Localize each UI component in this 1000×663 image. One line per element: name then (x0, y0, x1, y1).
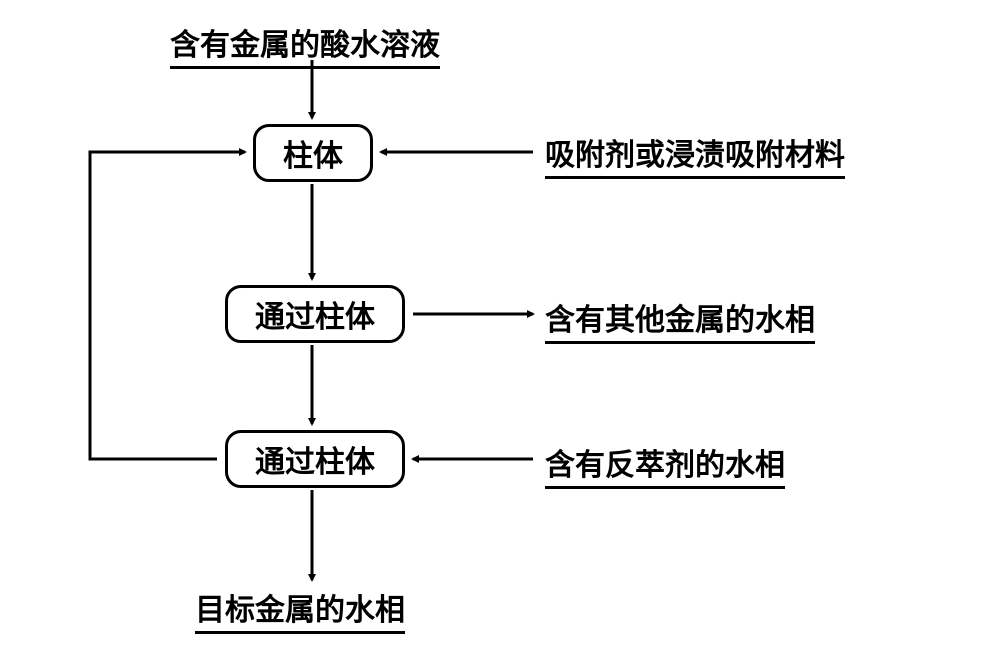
label-output: 目标金属的水相 (195, 585, 405, 634)
box-column-text: 柱体 (283, 131, 343, 175)
label-other-metal-text: 含有其他金属的水相 (545, 295, 815, 344)
box-pass-column-1-text: 通过柱体 (255, 292, 375, 336)
label-input-top-text: 含有金属的酸水溶液 (170, 20, 440, 69)
box-pass-column-1: 通过柱体 (225, 285, 405, 343)
arrows-svg (0, 0, 1000, 663)
box-column: 柱体 (253, 124, 373, 182)
box-pass-column-2-text: 通过柱体 (255, 437, 375, 481)
label-input-top: 含有金属的酸水溶液 (170, 20, 440, 69)
label-adsorbent: 吸附剂或浸渍吸附材料 (545, 130, 845, 179)
label-output-text: 目标金属的水相 (195, 585, 405, 634)
label-stripping-text: 含有反萃剂的水相 (545, 440, 785, 489)
label-adsorbent-text: 吸附剂或浸渍吸附材料 (545, 130, 845, 179)
label-other-metal: 含有其他金属的水相 (545, 295, 815, 344)
box-pass-column-2: 通过柱体 (225, 430, 405, 488)
arrow-feedback (90, 152, 245, 459)
label-stripping: 含有反萃剂的水相 (545, 440, 785, 489)
